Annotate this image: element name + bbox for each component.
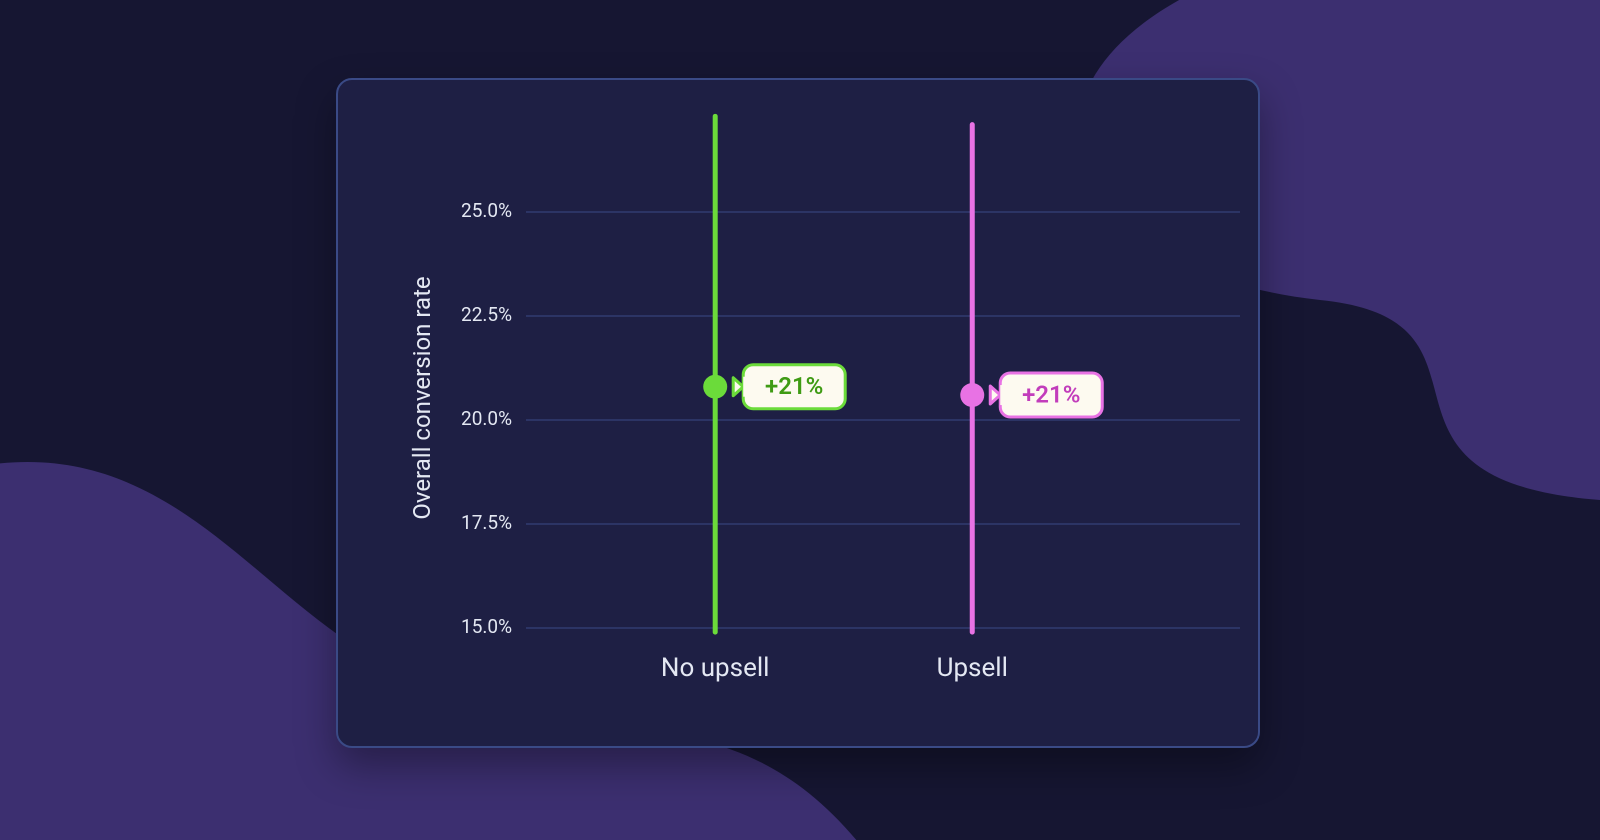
callout: +21% <box>990 373 1102 417</box>
conversion-chart: 15.0% 17.5% 20.0% 22.5% 25.0% Overall convers… <box>0 0 1600 840</box>
xtick-label: No upsell <box>661 653 770 683</box>
callout: +21% <box>733 365 845 409</box>
ytick-label: 22.5% <box>461 303 512 326</box>
data-point <box>960 383 984 407</box>
ytick-label: 20.0% <box>461 407 512 430</box>
ytick-label: 15.0% <box>461 615 512 638</box>
ytick-label: 17.5% <box>461 511 512 534</box>
callout-label: +21% <box>1022 380 1080 408</box>
callout-label: +21% <box>765 372 823 400</box>
y-axis-label: Overall conversion rate <box>408 276 436 519</box>
data-point <box>703 375 727 399</box>
stage: 15.0% 17.5% 20.0% 22.5% 25.0% Overall convers… <box>0 0 1600 840</box>
xtick-label: Upsell <box>937 653 1008 683</box>
ytick-label: 25.0% <box>461 199 512 222</box>
